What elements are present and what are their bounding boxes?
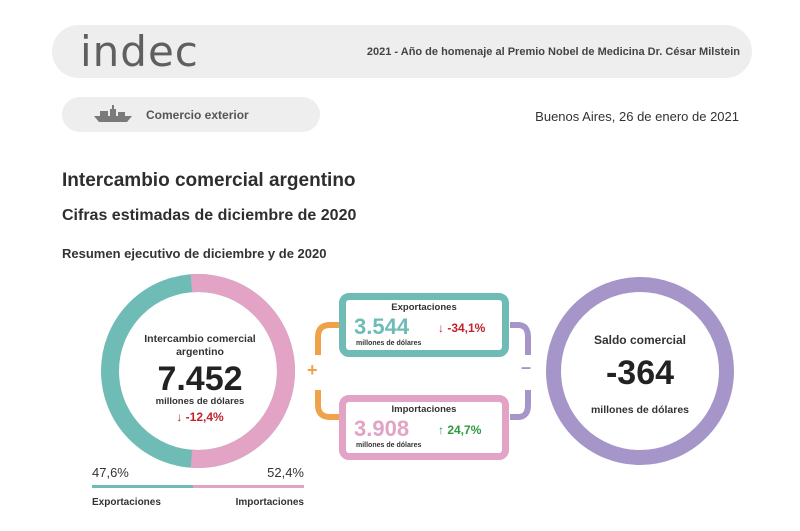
exportaciones-title: Exportaciones xyxy=(391,302,457,313)
intercambio-value: 7.452 xyxy=(157,360,243,398)
saldo-label: Saldo comercial xyxy=(593,333,687,347)
date-text: Buenos Aires, 26 de enero de 2021 xyxy=(535,109,739,124)
exportaciones-change: ↓ -34,1% xyxy=(438,321,486,335)
connector-plus-bottom xyxy=(315,390,340,420)
label-importaciones: Importaciones xyxy=(235,497,304,508)
plus-sign: + xyxy=(307,360,318,380)
exportaciones-value: 3.544 xyxy=(354,314,410,339)
saldo-value: -364 xyxy=(605,354,675,392)
connector-minus-top xyxy=(510,322,531,355)
intercambio-unit: millones de dólares xyxy=(155,396,245,407)
section-label: Comercio exterior xyxy=(146,108,249,122)
connector-minus-bottom xyxy=(510,390,531,420)
share-bar-exportaciones xyxy=(92,485,193,488)
minus-sign: – xyxy=(521,357,532,377)
importaciones-card: Importaciones 3.908 millones de dólares … xyxy=(339,395,509,460)
homenaje-text: 2021 - Año de homenaje al Premio Nobel d… xyxy=(366,46,740,58)
indec-logo[interactable]: indec xyxy=(80,27,199,76)
importaciones-value: 3.908 xyxy=(354,416,410,441)
exportaciones-unit: millones de dólares xyxy=(356,340,422,347)
pct-importaciones: 52,4% xyxy=(267,465,304,480)
importaciones-change: ↑ 24,7% xyxy=(438,423,482,437)
exportaciones-card: Exportaciones 3.544 millones de dólares … xyxy=(339,293,509,357)
importaciones-title: Importaciones xyxy=(391,404,457,415)
section-heading: Resumen ejecutivo de diciembre y de 2020 xyxy=(62,246,327,261)
share-bar xyxy=(92,485,304,488)
intercambio-donut xyxy=(101,274,295,468)
page-subtitle: Cifras estimadas de diciembre de 2020 xyxy=(62,207,357,224)
pct-exportaciones: 47,6% xyxy=(92,465,129,480)
share-bar-importaciones xyxy=(192,485,304,488)
connector-plus-top xyxy=(315,322,340,355)
importaciones-unit: millones de dólares xyxy=(356,442,422,449)
saldo-unit: millones de dólares xyxy=(590,404,690,416)
header-bar xyxy=(52,25,752,78)
donut-importaciones-arc xyxy=(190,274,295,468)
connector-brackets xyxy=(315,322,531,420)
page-title: Intercambio comercial argentino xyxy=(62,170,356,191)
label-exportaciones: Exportaciones xyxy=(92,497,161,508)
intercambio-change: ↓ -12,4% xyxy=(176,410,224,424)
ship-icon xyxy=(94,105,132,122)
intercambio-label: Intercambio comercial argentino xyxy=(144,333,256,358)
